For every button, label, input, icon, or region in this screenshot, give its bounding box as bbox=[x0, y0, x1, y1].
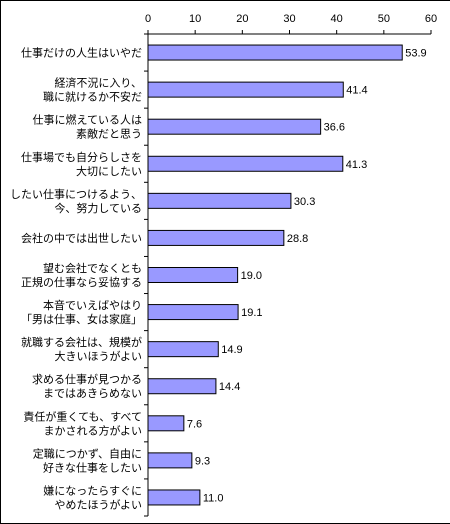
category-label-line: 素敵だと思う bbox=[76, 128, 142, 141]
x-tick-label: 0 bbox=[145, 13, 151, 25]
bar bbox=[147, 341, 219, 358]
category-label: 就職する会社は、規模が大きいほうがよい bbox=[21, 335, 142, 363]
category-label: 求める仕事が見つかるまではあきらめない bbox=[32, 372, 142, 400]
x-tick-label: 20 bbox=[236, 13, 248, 25]
bar bbox=[147, 155, 344, 172]
category-label: 嫌になったらすぐにやめたほうがよい bbox=[43, 483, 142, 511]
category-label-line: 嫌になったらすぐに bbox=[43, 483, 142, 497]
category-label-line: 経済不況に入り、 bbox=[54, 76, 142, 90]
category-label: したい仕事につけるよう、今、努力している bbox=[10, 188, 142, 215]
category-label-line: 職に就けるか不安だ bbox=[43, 90, 142, 104]
category-label: 仕事場でも自分らしさを大切にしたい bbox=[21, 151, 142, 178]
category-label: 望む会社でなくとも正規の仕事なら妥協する bbox=[21, 261, 142, 289]
bar bbox=[147, 452, 193, 469]
bar bbox=[147, 304, 239, 321]
bar-value-label: 28.8 bbox=[287, 233, 308, 245]
bar-value-label: 9.3 bbox=[195, 455, 210, 467]
category-label: 本音でいえばやはり「男は仕事、女は家庭」 bbox=[21, 298, 142, 326]
bar bbox=[147, 192, 292, 209]
category-label-line: したい仕事につけるよう、 bbox=[10, 188, 142, 201]
category-label: 仕事に燃えている人は素敵だと思う bbox=[33, 113, 142, 141]
bar bbox=[147, 267, 239, 283]
category-label-line: まかされる方がよい bbox=[44, 423, 142, 437]
bar bbox=[147, 81, 344, 98]
bar-value-label: 41.4 bbox=[346, 85, 367, 97]
bar bbox=[147, 489, 201, 506]
category-label-line: 今、努力している bbox=[54, 201, 142, 215]
category-label-line: 仕事だけの人生はいやだ bbox=[21, 46, 142, 60]
category-label-line: 正規の仕事なら妥協する bbox=[21, 275, 142, 289]
category-label-line: 就職する会社は、規模が bbox=[21, 335, 142, 349]
x-tick-label: 30 bbox=[283, 13, 295, 25]
category-label-line: 仕事に燃えている人は bbox=[33, 113, 142, 127]
category-label-line: 求める仕事が見つかる bbox=[32, 372, 142, 386]
category-label-line: 好きな仕事をしたい bbox=[43, 460, 142, 474]
category-label-line: やめたほうがよい bbox=[55, 497, 142, 511]
bar bbox=[147, 229, 285, 246]
bar bbox=[147, 378, 217, 395]
category-label-line: 仕事場でも自分らしさを bbox=[21, 151, 142, 164]
category-label-line: 望む会社でなくとも bbox=[43, 261, 142, 275]
category-label: 定職につかず、自由に好きな仕事をしたい bbox=[33, 446, 142, 474]
x-tick-label: 50 bbox=[378, 13, 390, 25]
x-tick-label: 60 bbox=[425, 13, 437, 25]
category-label-line: 責任が重くても、すべて bbox=[23, 409, 142, 423]
bar-value-label: 19.1 bbox=[241, 307, 262, 319]
bar-value-label: 14.9 bbox=[221, 344, 242, 356]
x-tick-label: 40 bbox=[331, 13, 343, 25]
category-label: 仕事だけの人生はいやだ bbox=[21, 46, 142, 60]
bar-value-label: 36.6 bbox=[324, 122, 345, 134]
x-tick-label: 10 bbox=[189, 13, 201, 25]
category-label: 責任が重くても、すべてまかされる方がよい bbox=[23, 409, 142, 437]
category-label: 経済不況に入り、職に就けるか不安だ bbox=[43, 76, 142, 104]
bar-value-label: 30.3 bbox=[294, 196, 315, 208]
category-label-line: まではあきらめない bbox=[43, 387, 142, 400]
bar-value-label: 7.6 bbox=[187, 418, 202, 430]
category-label-line: 大きいほうがよい bbox=[55, 349, 142, 363]
bar-value-label: 19.0 bbox=[241, 270, 262, 282]
category-label-line: 会社の中では出世したい bbox=[21, 231, 142, 245]
category-label: 会社の中では出世したい bbox=[21, 231, 142, 245]
bar-value-label: 41.3 bbox=[346, 159, 367, 171]
bar bbox=[147, 44, 403, 61]
bar bbox=[147, 118, 322, 135]
category-label-line: 大切にしたい bbox=[76, 164, 142, 178]
category-label-line: 定職につかず、自由に bbox=[33, 446, 142, 460]
bar-value-label: 14.4 bbox=[219, 381, 240, 393]
category-label-line: 本音でいえばやはり bbox=[43, 298, 142, 312]
bar-value-label: 53.9 bbox=[405, 48, 426, 60]
category-label-line: 「男は仕事、女は家庭」 bbox=[21, 312, 142, 326]
bar bbox=[147, 415, 185, 432]
bar-value-label: 11.0 bbox=[203, 492, 224, 504]
